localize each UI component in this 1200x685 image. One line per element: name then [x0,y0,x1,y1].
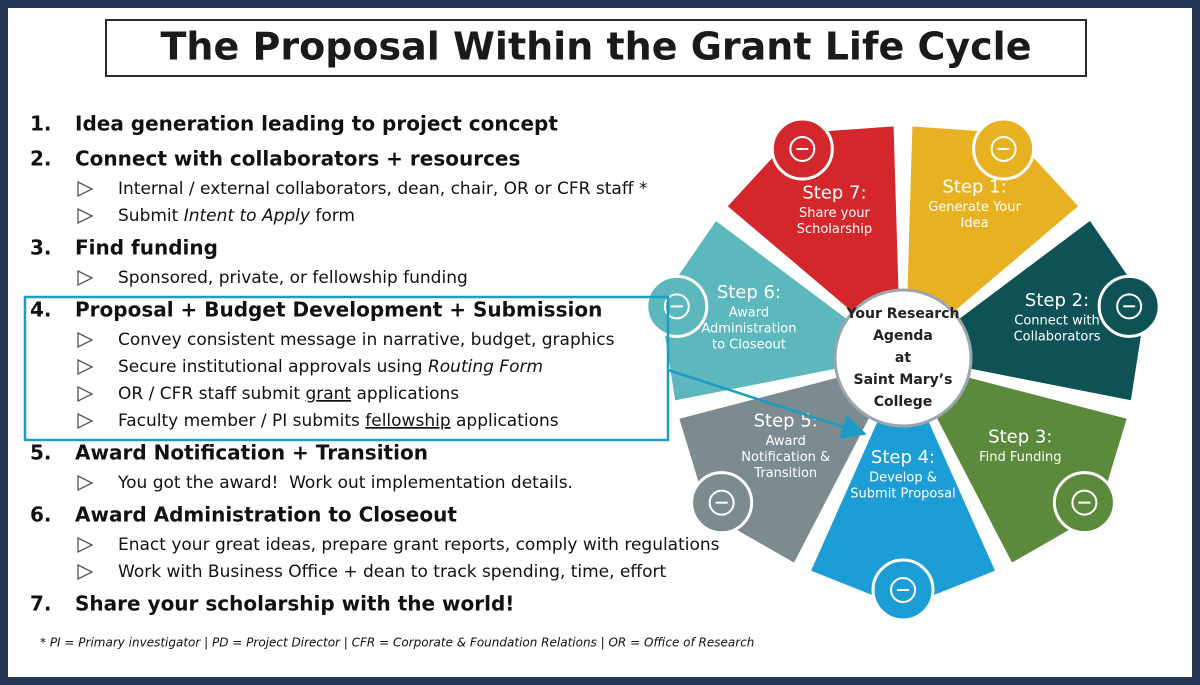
section-heading: Share your scholarship with the world! [75,592,514,616]
bullet-text: Secure institutional approvals using Rou… [118,357,543,377]
text-run: grant [305,384,351,404]
step-label: Step 4: [871,447,935,468]
bullet-text: Faculty member / PI submits fellowship a… [118,411,559,431]
bullet [77,412,94,430]
step-description: Administration [701,321,796,336]
step-description: Award [729,305,769,320]
text-run: Convey consistent message in narrative, … [118,330,615,350]
step-description: Notification & [741,450,830,465]
bullet-text: Submit Intent to Apply form [118,206,355,226]
step-icon-glyph [1071,489,1098,516]
text-run: You got the award! Work out implementati… [117,473,573,493]
text-run: OR / CFR staff submit [118,384,305,404]
bullet [77,563,94,581]
bullet [77,331,94,349]
step-label: Step 1: [942,176,1006,197]
text-run: form [310,206,355,226]
step-icon-glyph [890,577,917,603]
text-run: applications [451,411,559,431]
text-run: Work with Business Office + dean to trac… [118,562,666,582]
bullet [77,269,94,287]
wheel-center-text: Agenda [873,328,933,344]
text-run: applications [351,384,459,404]
bullet [77,180,94,198]
section-heading: Connect with collaborators + resources [75,147,520,171]
bullet-text: You got the award! Work out implementati… [117,473,573,493]
bullet-text: Convey consistent message in narrative, … [118,330,615,350]
step-description: Transition [753,466,817,481]
step-icon-glyph [1116,293,1143,320]
step-description: to Closeout [712,337,786,352]
text-run: Submit [118,206,184,226]
step-icon-glyph [663,293,690,320]
section-heading: Award Notification + Transition [75,441,428,465]
text-run: Internal / external collaborators, dean,… [118,179,647,199]
section-heading: Find funding [75,236,218,260]
highlight-arrow [667,368,867,439]
step-description: Share your [799,206,871,221]
step-description: Generate Your [928,200,1021,215]
bullet [77,474,94,492]
bullet-text: Internal / external collaborators, dean,… [118,179,647,199]
section-number: 5. [30,441,52,465]
section-heading: Award Administration to Closeout [75,503,457,527]
text-run: Enact your great ideas, prepare grant re… [118,535,720,555]
text-run: Intent to Apply [184,206,311,226]
text-run: fellowship [365,411,450,431]
bullet [77,358,94,376]
step-icon-glyph [708,489,735,516]
step-icon-glyph [990,135,1017,162]
step-description: Idea [961,216,989,231]
step-label: Step 3: [988,427,1052,448]
steps-list: 1. Idea generation leading to project con… [30,112,720,616]
bullet-text: Work with Business Office + dean to trac… [118,562,666,582]
wheel-center-text: College [874,394,933,410]
highlight-box [23,295,670,442]
text-run: Secure institutional approvals using [118,357,428,377]
bullet-text: OR / CFR staff submit grant applications [118,384,459,404]
step-label: Step 5: [754,411,818,432]
section-number: 3. [30,236,52,260]
bullet [77,207,94,225]
bullet [77,536,94,554]
section-number: 2. [30,147,52,171]
step-label: Step 6: [717,282,781,303]
section-number: 6. [30,503,52,527]
step-description: Scholarship [797,222,872,237]
step-description: Award [766,434,806,449]
text-run: Faculty member / PI submits [118,411,365,431]
step-description: Develop & [869,471,937,486]
wheel-center [833,288,973,428]
title: The Proposal Within the Grant Life Cycle [161,25,1032,69]
step-icon-glyph [789,135,816,162]
wheel-center-text: Your Research [846,306,960,322]
bullet-text: Enact your great ideas, prepare grant re… [118,535,720,555]
footnote: * PI = Primary investigator | PD = Proje… [40,636,754,650]
text-run: Routing Form [428,357,543,377]
text-run: Sponsored, private, or fellowship fundin… [118,268,468,288]
step-description: Connect with [1014,313,1099,328]
section-number: 1. [30,112,52,136]
step-description: Collaborators [1014,329,1101,344]
section-heading: Proposal + Budget Development + Submissi… [75,298,602,322]
step-description: Submit Proposal [850,487,955,502]
section-number: 4. [30,298,52,322]
bullet-text: Sponsored, private, or fellowship fundin… [118,268,468,288]
step-label: Step 7: [802,183,866,204]
step-description: Find Funding [979,450,1061,465]
section-number: 7. [30,592,52,616]
title-box [105,19,1087,77]
wheel-center-text: at [895,350,911,366]
bullet [77,385,94,403]
wheel-center-text: Saint Mary’s [854,372,953,388]
step-label: Step 2: [1025,290,1089,311]
section-heading: Idea generation leading to project conce… [75,112,558,136]
